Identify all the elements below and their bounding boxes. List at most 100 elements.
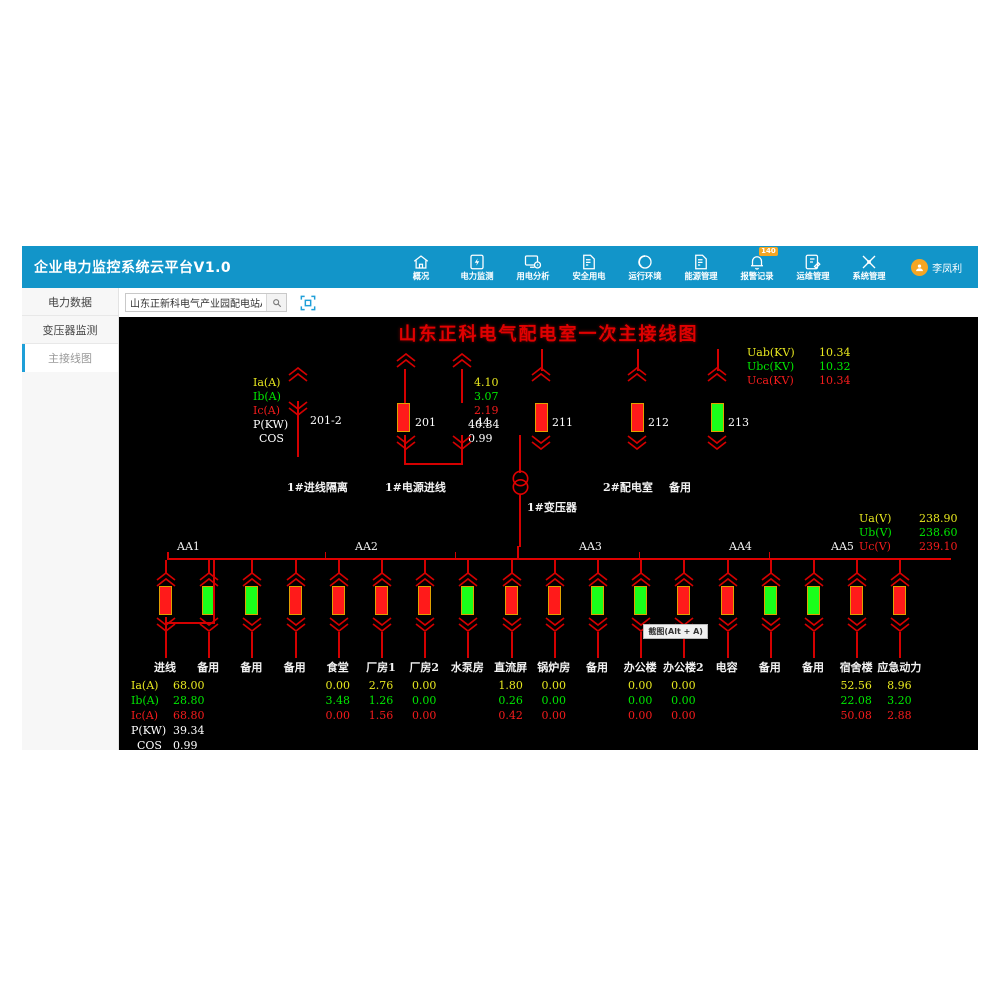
- feeder-drop-9: [553, 560, 556, 574]
- feeder-breaker-0[interactable]: [159, 586, 172, 615]
- nav-item-1[interactable]: 概况: [393, 246, 449, 288]
- power-monitor-icon: [466, 252, 488, 271]
- bus-label-AA2: AA2: [355, 540, 378, 553]
- body-wrapper: 电力数据 变压器监测 主接线图: [22, 288, 978, 750]
- breaker-211[interactable]: [535, 403, 548, 432]
- feeder-breaker-6[interactable]: [418, 586, 432, 615]
- lv-value-11-Ic: 0.00: [627, 709, 653, 722]
- search-input[interactable]: [126, 294, 266, 311]
- nav-item-6[interactable]: 能源管理: [673, 246, 729, 288]
- bus-label-AA5: AA5: [831, 540, 854, 553]
- hv-label-44: 44: [476, 416, 490, 429]
- isolator-211-down: [530, 435, 552, 454]
- lv-legend-name-1: Ub(V): [859, 526, 892, 539]
- sidebar-item-2[interactable]: 变压器监测: [22, 316, 118, 344]
- single-line-diagram[interactable]: 山东正科电气配电室一次主接线图 Uab(KV) 10.34 Ubc(KV) 10.32…: [119, 317, 978, 750]
- sidebar-item-3[interactable]: 主接线图: [22, 344, 118, 372]
- feeder-breaker-17[interactable]: [893, 586, 907, 615]
- nav-item-2[interactable]: 电力监测: [449, 246, 505, 288]
- bus-section-tick-3: [769, 552, 770, 558]
- feeder-name-6: 厂房2: [409, 661, 440, 674]
- feeder-breaker-11[interactable]: [634, 586, 648, 615]
- user-avatar-icon: [911, 258, 929, 276]
- feeder-breaker-4[interactable]: [331, 586, 345, 615]
- nav-item-9[interactable]: 系统管理: [841, 246, 897, 288]
- station-search: [125, 293, 287, 312]
- nav-item-5[interactable]: 运行环境: [617, 246, 673, 288]
- nav-item-label: 电力监测: [460, 272, 494, 282]
- isolator-212-down: [626, 435, 648, 454]
- hv-row-label-1: Ib(A): [253, 390, 281, 403]
- lv-incoming-COS: 0.99: [173, 739, 198, 750]
- feeder-breaker-2[interactable]: [245, 586, 259, 615]
- hv-legend-name-0: Uab(KV): [747, 346, 795, 359]
- hv-row-label-4: COS: [259, 432, 284, 445]
- feeder-breaker-7[interactable]: [461, 586, 475, 615]
- home-icon: [410, 252, 432, 271]
- feeder-out-10: [597, 632, 599, 658]
- lv-value-9-Ia: 0.00: [541, 679, 567, 692]
- feeder-breaker-15[interactable]: [807, 586, 820, 615]
- isolator-44-up: [451, 352, 473, 372]
- lv-value-12-Ic: 0.00: [671, 709, 696, 722]
- feeder-isolator-up-6: [414, 571, 436, 591]
- lv-value-11-Ia: 0.00: [627, 679, 653, 692]
- feeder-isolator-down-16: [846, 617, 868, 636]
- fullscreen-crop-icon[interactable]: [299, 294, 317, 312]
- feeder-isolator-up-5: [371, 571, 393, 591]
- feeder-breaker-9[interactable]: [547, 586, 561, 615]
- feeder-drop-14: [769, 560, 772, 574]
- lv-main-bus: [167, 558, 951, 560]
- nav-item-4[interactable]: 安全用电: [561, 246, 617, 288]
- lv-legend-value-1: 238.60: [919, 526, 958, 539]
- sidebar-item-1[interactable]: 电力数据: [22, 288, 118, 316]
- feeder-name-7: 水泵房: [450, 661, 484, 674]
- feeder-isolator-down-15: [803, 617, 825, 636]
- incoming-loop-left: [165, 617, 167, 652]
- alarm-count-badge: 140: [759, 247, 778, 256]
- lv-value-5-Ia: 2.76: [368, 679, 394, 692]
- bus-label-AA3: AA3: [579, 540, 602, 553]
- feeder-breaker-16[interactable]: [850, 586, 864, 615]
- nav-item-8[interactable]: 运维管理: [785, 246, 841, 288]
- lv-value-11-Ib: 0.00: [627, 694, 653, 707]
- nav-item-7[interactable]: 140 报警记录: [729, 246, 785, 288]
- lv-value-16-Ia: 52.56: [840, 679, 872, 692]
- lv-incoming-Ia: 68.00: [173, 679, 205, 692]
- user-menu[interactable]: 李凤利: [911, 258, 962, 276]
- breaker-201[interactable]: [397, 403, 410, 432]
- breaker-212[interactable]: [631, 403, 644, 432]
- lv-incoming-Ib: 28.80: [173, 694, 205, 707]
- energy-icon: [690, 252, 712, 271]
- lv-row-label-0: Ia(A): [131, 679, 159, 692]
- lv-value-16-Ib: 22.08: [840, 694, 872, 707]
- lv-row-label-3: P(KW): [131, 724, 167, 737]
- isolator-201-2-down: [287, 401, 309, 420]
- hv-name-0: 1#进线隔离: [287, 481, 348, 494]
- feeder-breaker-14[interactable]: [763, 586, 777, 615]
- feeder-breaker-8[interactable]: [504, 586, 518, 615]
- hv-row-label-3: P(KW): [253, 418, 289, 431]
- hv-measure-COS: 0.99: [468, 432, 493, 445]
- feeder-breaker-13[interactable]: [720, 586, 734, 615]
- application-window: 企业电力监控系统云平台V1.0 概况 电力监测 用电分析 安全用电 运行环境 能源管理 14…: [22, 246, 978, 750]
- transformer-symbol: [512, 470, 529, 500]
- feeder-name-14: 备用: [758, 661, 781, 674]
- search-icon[interactable]: [266, 294, 286, 311]
- feeder-isolator-down-4: [328, 617, 350, 636]
- breaker-213[interactable]: [711, 403, 724, 432]
- feeder-isolator-up-16: [846, 571, 868, 591]
- hv-legend-value-1: 10.32: [819, 360, 851, 373]
- nav-item-label: 能源管理: [684, 272, 718, 282]
- feeder-breaker-10[interactable]: [591, 586, 604, 615]
- feeder-breaker-5[interactable]: [375, 586, 388, 615]
- feeder-isolator-up-11: [630, 571, 652, 591]
- hv-label-201: 201: [415, 416, 436, 429]
- nav-item-3[interactable]: 用电分析: [505, 246, 561, 288]
- feeder-breaker-12[interactable]: [677, 586, 691, 615]
- feeder-breaker-3[interactable]: [288, 586, 302, 615]
- lv-value-12-Ib: 0.00: [671, 694, 696, 707]
- hv-label-213: 213: [728, 416, 749, 429]
- lv-value-6-Ic: 0.00: [411, 709, 437, 722]
- feeder-out-15: [813, 632, 815, 658]
